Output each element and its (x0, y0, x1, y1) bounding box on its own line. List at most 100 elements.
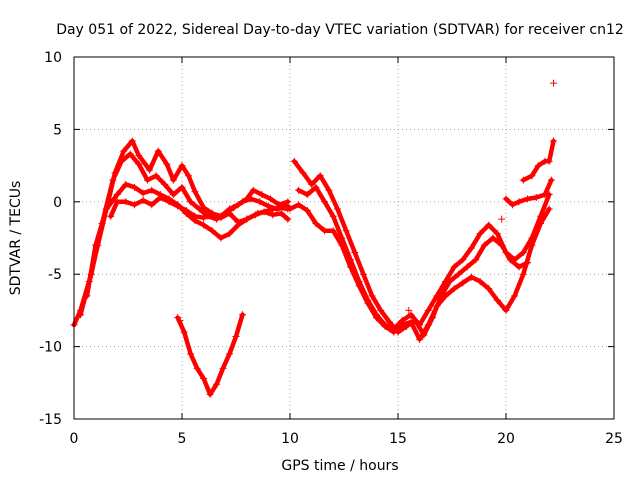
data-point (120, 147, 128, 155)
data-point (424, 306, 432, 314)
data-point (217, 234, 225, 242)
data-point (329, 227, 337, 235)
data-point (174, 202, 182, 210)
series-arc-1 (70, 137, 292, 329)
data-point (286, 205, 294, 213)
y-tick-label: -15 (39, 412, 62, 428)
data-point (226, 230, 234, 238)
data-point (303, 206, 311, 214)
data-point (545, 157, 553, 165)
data-point (169, 191, 177, 199)
data-point (191, 188, 199, 196)
data-point (130, 183, 138, 191)
data-point (187, 350, 195, 358)
series-arc-7 (295, 183, 553, 333)
data-point (200, 214, 208, 222)
data-point (476, 230, 484, 238)
data-point (118, 157, 126, 165)
y-tick-label: 0 (53, 195, 62, 211)
data-point (346, 263, 354, 271)
data-point (534, 162, 542, 170)
data-point (433, 292, 441, 300)
data-point (284, 215, 292, 223)
data-point (208, 227, 216, 235)
series-arc-10 (519, 137, 558, 184)
data-point (217, 214, 225, 222)
data-point (234, 218, 242, 226)
data-point (303, 191, 311, 199)
data-point (424, 321, 432, 329)
data-point (508, 201, 516, 209)
data-point (146, 166, 154, 174)
data-point (152, 172, 160, 180)
data-point (498, 215, 506, 223)
x-tick-label: 15 (389, 431, 407, 447)
data-point (532, 193, 540, 201)
data-point (515, 263, 523, 271)
y-tick-label: -5 (48, 267, 62, 283)
data-point (180, 328, 188, 336)
data-point (187, 198, 195, 206)
data-point (545, 205, 553, 213)
data-point (178, 162, 186, 170)
data-point (226, 209, 234, 217)
data-point (122, 198, 130, 206)
data-point (454, 270, 462, 278)
data-point (219, 364, 227, 372)
data-point (135, 151, 143, 159)
data-point (459, 279, 467, 287)
data-point (191, 212, 199, 220)
data-point (364, 299, 372, 307)
data-point (92, 241, 100, 249)
data-point (502, 306, 510, 314)
data-point (277, 209, 285, 217)
data-point (472, 256, 480, 264)
data-point (321, 198, 329, 206)
data-point (128, 137, 136, 145)
data-point (148, 186, 156, 194)
data-point (290, 157, 298, 165)
series-line (108, 195, 291, 225)
data-point (442, 277, 450, 285)
data-point (377, 306, 385, 314)
data-point (107, 212, 115, 220)
series-line (521, 138, 556, 183)
data-point (230, 204, 238, 212)
data-point (258, 191, 266, 199)
series-arc-8 (286, 201, 553, 343)
data-point (528, 172, 536, 180)
data-point (368, 292, 376, 300)
data-point (312, 183, 320, 191)
data-point (334, 205, 342, 213)
y-tick-label: 10 (44, 50, 62, 66)
data-point (200, 374, 208, 382)
y-tick-label: -10 (39, 340, 62, 356)
data-point (372, 314, 380, 322)
data-point (519, 270, 527, 278)
data-point (176, 317, 184, 325)
series-line (287, 202, 552, 342)
data-point (299, 169, 307, 177)
data-point (550, 79, 558, 87)
data-point (109, 176, 117, 184)
data-point (329, 212, 337, 220)
data-point (206, 390, 214, 398)
data-point (169, 176, 177, 184)
data-point (511, 292, 519, 300)
data-point (463, 263, 471, 271)
data-point (267, 195, 275, 203)
data-point (476, 277, 484, 285)
data-point (485, 221, 493, 229)
data-point (126, 150, 134, 158)
data-point (547, 176, 555, 184)
data-point (249, 186, 257, 194)
data-point (102, 205, 110, 213)
data-point (238, 198, 246, 206)
data-point (321, 227, 329, 235)
data-point (405, 306, 413, 314)
data-point (450, 263, 458, 271)
series-arc-5 (174, 311, 246, 398)
data-point (232, 332, 240, 340)
data-point (154, 147, 162, 155)
data-point (208, 211, 216, 219)
